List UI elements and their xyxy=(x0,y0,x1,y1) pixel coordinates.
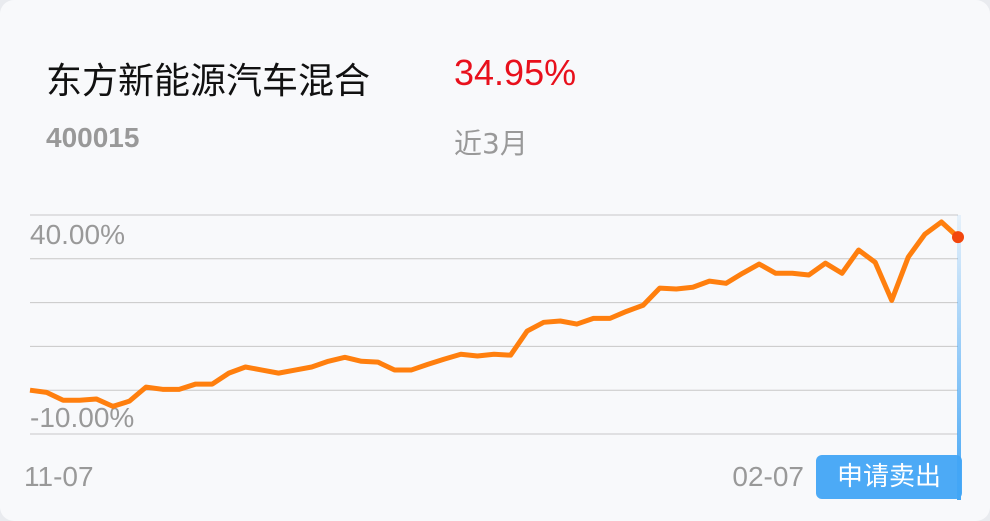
y-tick-label-top: 40.00% xyxy=(30,219,125,250)
x-tick-label-end: 02-07 xyxy=(732,461,804,492)
last-point-marker xyxy=(952,231,964,244)
fund-name: 东方新能源汽车混合 xyxy=(46,61,371,102)
cursor-line xyxy=(957,215,961,500)
x-tick-label-start: 11-07 xyxy=(24,461,94,492)
fund-return: 34.95% xyxy=(454,52,577,93)
series-line xyxy=(29,219,960,409)
period-label: 近3月 xyxy=(454,127,528,160)
sell-button[interactable]: 申请卖出 xyxy=(816,455,962,499)
fund-code: 400015 xyxy=(46,122,140,153)
